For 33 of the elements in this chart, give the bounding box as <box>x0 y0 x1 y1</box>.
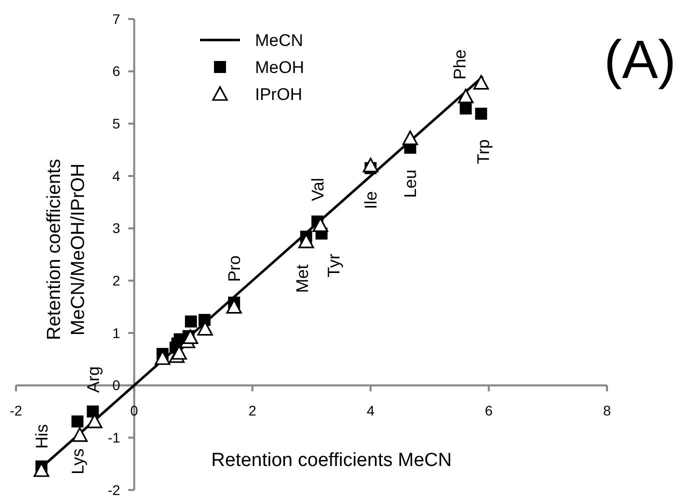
annotation: Met <box>293 264 312 293</box>
y-tick-label: 2 <box>112 272 120 289</box>
annotation: Lys <box>68 448 88 474</box>
y-tick-label: 4 <box>112 168 120 184</box>
x-tick-label: 6 <box>484 402 493 418</box>
y-tick-label: 7 <box>112 10 120 27</box>
y-tick-label: -1 <box>108 430 120 446</box>
y-tick-label: 0 <box>112 377 120 394</box>
annotation: Phe <box>450 49 470 80</box>
x-axis-title: Retention coefficients MeCN <box>211 450 452 471</box>
annotation: Leu <box>401 170 420 198</box>
legend-label: MeCN <box>255 30 304 50</box>
y-axis-title: Retention coefficients MeCN/MeOH/IPrOH <box>44 158 89 340</box>
annotation: Tyr <box>324 253 344 278</box>
annotation: Val <box>308 178 328 202</box>
legend-label: MeOH <box>255 58 304 77</box>
annotation: Trp <box>474 139 494 164</box>
y-tick-label: 1 <box>112 324 120 341</box>
annotation: His <box>32 424 52 449</box>
y-tick-label: 5 <box>112 116 120 132</box>
x-tick-label: -2 <box>10 402 22 418</box>
y-tick-label: -2 <box>108 482 120 496</box>
legend-label: IPrOH <box>255 84 302 104</box>
y-tick-label: 3 <box>112 220 120 236</box>
annotation: Arg <box>84 366 103 393</box>
annotation: (A) <box>604 30 676 90</box>
annotation: Pro <box>225 255 244 282</box>
y-tick-label: 6 <box>112 63 120 80</box>
annotation: Ile <box>362 191 381 210</box>
x-tick-label: 0 <box>130 402 138 418</box>
x-tick-label: 8 <box>603 402 612 418</box>
x-tick-label: 4 <box>366 402 375 418</box>
x-tick-label: 2 <box>248 402 256 418</box>
